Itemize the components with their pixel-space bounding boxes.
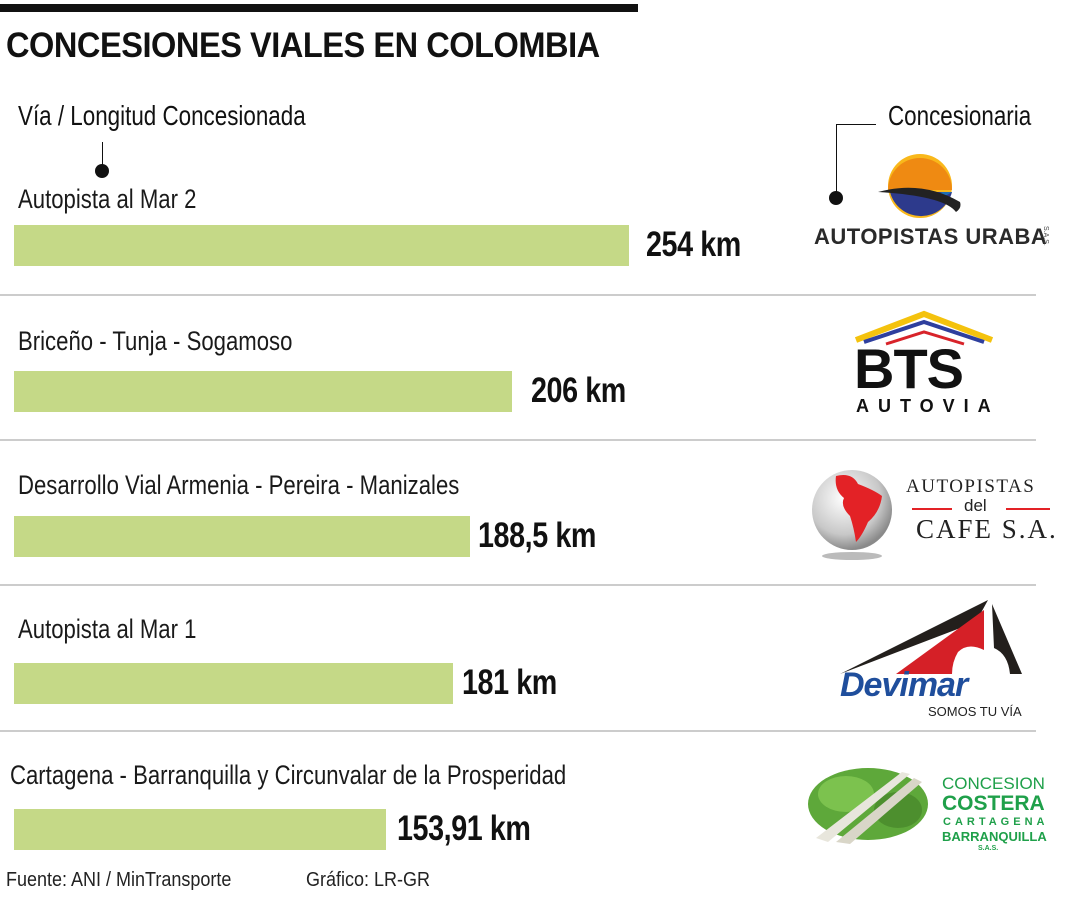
bar-autopista-al-mar-1 — [14, 663, 453, 704]
costera-line3: CARTAGENA — [943, 816, 1049, 828]
row-separator — [0, 730, 1036, 732]
cafe-line2: del — [964, 496, 987, 515]
uraba-sun-icon — [878, 154, 961, 218]
left-leader-line — [102, 142, 103, 166]
footer-source: Fuente: ANI / MinTransporte — [6, 869, 232, 891]
bts-roof-icon — [854, 310, 994, 346]
row-separator — [0, 584, 1036, 586]
logo-devimar: Devimar SOMOS TU VÍA — [836, 596, 1036, 721]
bar-briceno-tunja-sogamoso — [14, 371, 512, 412]
row-label: Autopista al Mar 2 — [18, 184, 197, 214]
uraba-suffix: S.A.S. — [1042, 226, 1049, 246]
costera-line4: BARRANQUILLA — [942, 829, 1047, 844]
devimar-name: Devimar — [840, 666, 968, 704]
row-label: Desarrollo Vial Armenia - Pereira - Mani… — [18, 470, 460, 500]
right-column-label: Concesionaria — [888, 100, 1032, 131]
bts-name: BTS — [854, 337, 964, 400]
uraba-name: AUTOPISTAS URABA — [814, 224, 1048, 249]
row-separator — [0, 294, 1036, 296]
bts-sub: AUTOVIA — [856, 396, 1000, 416]
row-label: Briceño - Tunja - Sogamoso — [18, 326, 293, 356]
bar-value: 254 km — [646, 225, 741, 264]
costera-line5: S.A.S. — [978, 845, 999, 852]
bar-value: 181 km — [462, 663, 557, 702]
right-leader-vertical — [836, 124, 837, 194]
top-rule — [0, 4, 638, 12]
cafe-red-rule-left — [912, 508, 952, 510]
devimar-mountain-icon — [840, 600, 1022, 674]
costera-line1: CONCESION — [942, 774, 1045, 793]
bar-value: 206 km — [531, 371, 626, 410]
row-label: Cartagena - Barranquilla y Circunvalar d… — [10, 760, 567, 790]
left-leader-dot — [95, 164, 109, 178]
globe-icon — [812, 470, 892, 560]
cafe-line1: AUTOPISTAS — [906, 476, 1036, 497]
row-label: Autopista al Mar 1 — [18, 614, 197, 644]
right-leader-dot — [829, 191, 843, 205]
row-separator — [0, 439, 1036, 441]
logo-concesion-costera: CONCESION COSTERA CARTAGENA BARRANQUILLA… — [806, 764, 1056, 864]
left-column-label: Vía / Longitud Concesionada — [18, 100, 306, 131]
footer-credit: Gráfico: LR-GR — [306, 869, 431, 891]
chart-title: CONCESIONES VIALES EN COLOMBIA — [6, 26, 600, 65]
bar-value: 153,91 km — [397, 809, 531, 848]
cafe-red-rule-right — [1006, 508, 1050, 510]
logo-autopistas-del-cafe: AUTOPISTAS del CAFE S.A. — [808, 462, 1068, 572]
costera-line2: COSTERA — [942, 792, 1045, 815]
bar-armenia-pereira-manizales — [14, 516, 470, 557]
logo-bts-autovia: BTS AUTOVIA — [852, 310, 1002, 420]
right-leader-horizontal — [836, 124, 876, 125]
bar-cartagena-barranquilla — [14, 809, 386, 850]
bar-autopista-al-mar-2 — [14, 225, 629, 266]
road-landscape-icon — [808, 768, 928, 844]
bar-value: 188,5 km — [478, 516, 597, 555]
logo-autopistas-uraba: AUTOPISTAS URABA S.A.S. — [812, 152, 1062, 252]
cafe-line3: CAFE S.A. — [916, 514, 1058, 544]
devimar-tagline: SOMOS TU VÍA — [928, 704, 1022, 719]
